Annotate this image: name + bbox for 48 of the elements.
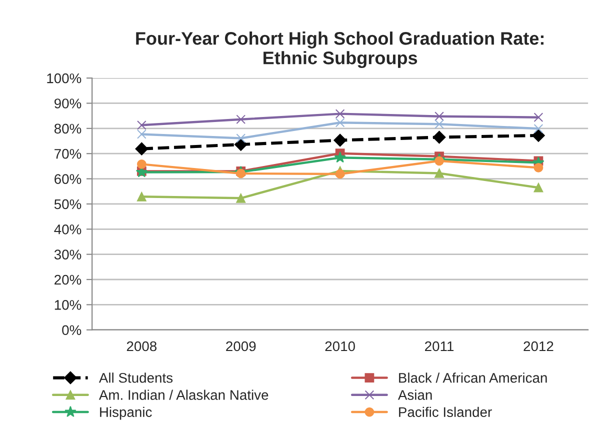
legend-label: Pacific Islander (399, 406, 492, 418)
point (236, 193, 246, 203)
point (534, 163, 544, 172)
y-tick-label: 50% (54, 199, 82, 210)
point (334, 134, 346, 147)
legend-label: All Students (98, 372, 173, 383)
y-tick-label: 10% (54, 300, 82, 310)
legend-label: Hispanic (100, 406, 152, 420)
y-tick-label: 80% (54, 124, 82, 134)
x-tick-label: 2010 (325, 341, 355, 352)
point (136, 192, 146, 202)
point (335, 118, 345, 128)
y-tick-label: 0% (62, 325, 82, 336)
point (434, 156, 444, 166)
point (335, 169, 345, 179)
legend-label: Asian (398, 390, 432, 400)
point (534, 124, 544, 134)
y-tick-label: 20% (54, 274, 82, 285)
point (534, 182, 544, 192)
y-tick-label: 90% (54, 98, 82, 108)
x-tick-label: 2012 (524, 341, 554, 352)
point (234, 138, 248, 151)
point (135, 142, 148, 156)
y-tick-label: 30% (54, 250, 82, 260)
y-tick-label: 70% (54, 148, 82, 159)
chart-title: Four-Year Cohort High School Graduation Rate: Ethnic Subgroups (136, 32, 544, 68)
point (236, 168, 246, 178)
point (534, 112, 544, 122)
point (334, 152, 346, 163)
point (136, 159, 146, 169)
point (236, 114, 246, 124)
point (434, 112, 444, 122)
point (432, 130, 446, 144)
y-tick-label: 100% (47, 73, 82, 84)
point (434, 119, 444, 129)
x-tick-label: 2008 (126, 341, 157, 352)
x-tick-label: 2011 (425, 341, 454, 352)
legend-label: Black / African American (399, 372, 547, 383)
point (335, 109, 345, 118)
x-tick-label: 2009 (226, 341, 256, 352)
point (136, 130, 146, 139)
point (136, 120, 146, 130)
point (434, 168, 444, 178)
point (236, 134, 246, 143)
point (532, 129, 545, 142)
legend-label: Am. Indian / Alaskan Native (98, 390, 268, 400)
y-tick-label: 60% (54, 174, 82, 184)
y-tick-label: 40% (54, 224, 82, 234)
